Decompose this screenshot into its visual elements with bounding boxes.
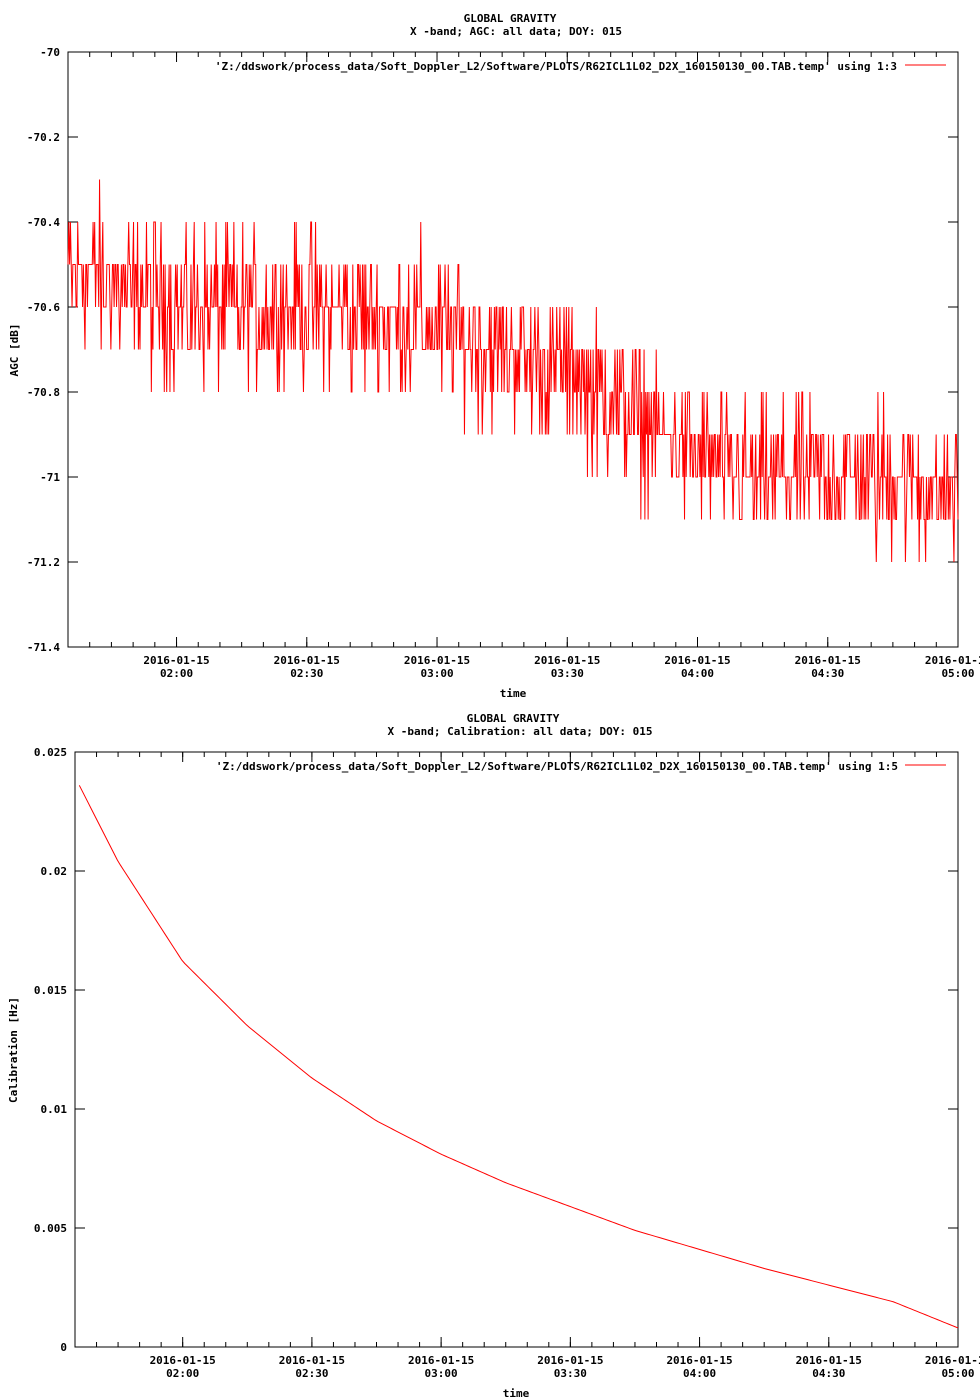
bottom-chart: GLOBAL GRAVITY X -band; Calibration: all… xyxy=(7,712,980,1400)
x-tick-label-date: 2016-01-15 xyxy=(795,654,861,667)
top-legend-label: 'Z:/ddswork/process_data/Soft_Doppler_L2… xyxy=(215,60,897,73)
top-chart-title: GLOBAL GRAVITY xyxy=(464,12,557,25)
bottom-plot-area: 00.0050.010.0150.020.0252016-01-1502:002… xyxy=(34,746,980,1380)
y-tick-label: 0.025 xyxy=(34,746,67,759)
x-tick-label-date: 2016-01-15 xyxy=(150,1354,216,1367)
y-tick-label: -71.2 xyxy=(27,556,60,569)
x-tick-label-time: 03:00 xyxy=(425,1367,458,1380)
x-tick-label-time: 03:00 xyxy=(420,667,453,680)
x-tick-label-time: 03:30 xyxy=(554,1367,587,1380)
top-plot-area: -70 -70.2 -70.4 -70.6 -70.8 -71 -71.2 -71.4 2016… xyxy=(27,46,980,680)
x-tick-label-time: 05:00 xyxy=(941,667,974,680)
top-x-axis-label: time xyxy=(500,687,527,700)
x-tick-label-time: 02:30 xyxy=(290,667,323,680)
y-tick-label: -70.8 xyxy=(27,386,60,399)
x-tick-label-time: 04:30 xyxy=(812,1367,845,1380)
x-tick-label-time: 04:00 xyxy=(683,1367,716,1380)
y-tick-label: -70 xyxy=(40,46,60,59)
x-tick-label-time: 02:00 xyxy=(160,667,193,680)
bottom-y-axis-label: Calibration [Hz] xyxy=(7,997,20,1103)
bottom-legend-label: 'Z:/ddswork/process_data/Soft_Doppler_L2… xyxy=(216,760,898,773)
x-tick-label-date: 2016-01-15 xyxy=(404,654,470,667)
y-tick-label: -70.2 xyxy=(27,131,60,144)
x-tick-label-date: 2016-01-15 xyxy=(143,654,209,667)
top-chart: GLOBAL GRAVITY X -band; AGC: all data; D… xyxy=(8,12,980,700)
y-tick-label: -71 xyxy=(40,471,60,484)
x-tick-label-date: 2016-01-15 xyxy=(666,1354,732,1367)
x-tick-label-date: 2016-01-15 xyxy=(925,1354,980,1367)
x-tick-label-date: 2016-01-15 xyxy=(664,654,730,667)
bottom-chart-title: GLOBAL GRAVITY xyxy=(467,712,560,725)
y-tick-label: 0.005 xyxy=(34,1222,67,1235)
x-tick-label-time: 04:00 xyxy=(681,667,714,680)
y-tick-label: -70.4 xyxy=(27,216,60,229)
x-tick-label-time: 05:00 xyxy=(941,1367,974,1380)
y-tick-label: 0.015 xyxy=(34,984,67,997)
series-line xyxy=(78,785,959,1329)
x-tick-label-time: 02:30 xyxy=(295,1367,328,1380)
y-tick-label: 0.02 xyxy=(41,865,68,878)
x-tick-label-date: 2016-01-15 xyxy=(796,1354,862,1367)
plot-frame xyxy=(74,751,959,1348)
x-tick-label-time: 04:30 xyxy=(811,667,844,680)
x-tick-label-date: 2016-01-15 xyxy=(537,1354,603,1367)
top-y-axis-label: AGC [dB] xyxy=(8,324,21,377)
x-tick-label-date: 2016-01-15 xyxy=(279,1354,345,1367)
x-tick-label-date: 2016-01-15 xyxy=(408,1354,474,1367)
bottom-x-axis-label: time xyxy=(503,1387,530,1400)
top-chart-subtitle: X -band; AGC: all data; DOY: 015 xyxy=(410,25,622,38)
y-tick-label: -70.6 xyxy=(27,301,60,314)
y-tick-label: 0 xyxy=(60,1341,67,1354)
y-tick-label: -71.4 xyxy=(27,641,60,654)
x-tick-label-time: 03:30 xyxy=(551,667,584,680)
bottom-chart-subtitle: X -band; Calibration: all data; DOY: 015 xyxy=(388,725,653,738)
plot-frame xyxy=(67,51,959,648)
x-tick-label-time: 02:00 xyxy=(166,1367,199,1380)
x-tick-label-date: 2016-01-15 xyxy=(925,654,980,667)
y-tick-label: 0.01 xyxy=(41,1103,68,1116)
x-tick-label-date: 2016-01-15 xyxy=(534,654,600,667)
x-tick-label-date: 2016-01-15 xyxy=(274,654,340,667)
series-line xyxy=(67,179,959,563)
